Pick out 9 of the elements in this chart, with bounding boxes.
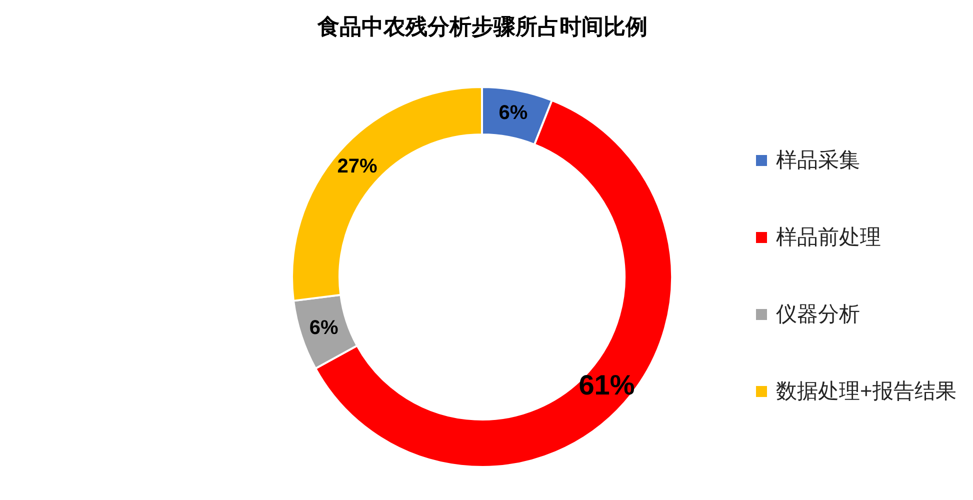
data-label: 6% — [498, 102, 528, 124]
legend-label: 样品前处理 — [776, 225, 881, 251]
data-label: 61% — [578, 370, 635, 401]
data-label: 27% — [337, 156, 378, 178]
chart-title: 食品中农残分析步骤所占时间比例 — [316, 13, 648, 41]
legend-label: 数据处理+报告结果 — [776, 379, 956, 405]
legend-label: 仪器分析 — [776, 302, 860, 328]
data-label: 6% — [309, 316, 339, 339]
legend-label: 样品采集 — [776, 148, 860, 174]
